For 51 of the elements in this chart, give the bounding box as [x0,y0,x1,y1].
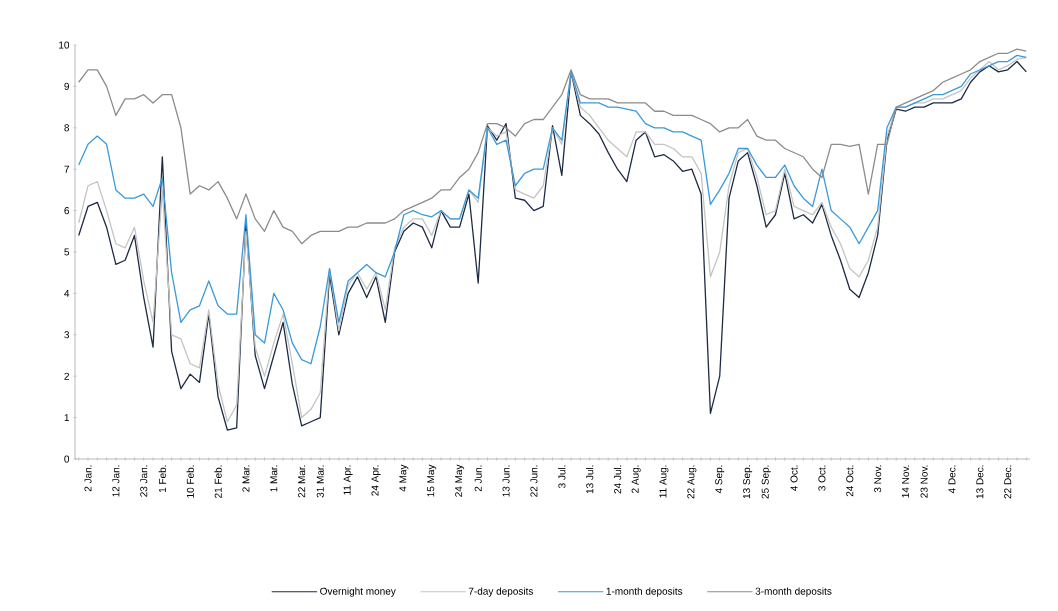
y-tick-label: 2 [64,372,69,380]
x-tick-label: 2 Jun. [474,465,482,492]
x-tick-label: 3 Oct. [818,465,826,491]
x-tick-label: 25 Sep. [761,465,771,499]
x-tick-label: 21 Feb. [214,465,222,498]
legend-label: 1-month deposits [606,587,683,597]
x-tick-label: 13 Dec. [976,465,984,499]
x-tick-label: 11 Apr. [343,465,353,495]
x-tick-label: 10 Feb. [186,465,194,498]
x-tick-label: 13 Jul. [585,465,594,494]
x-tick-label: 4 Oct. [790,465,798,491]
x-tick-label: 1 Feb. [158,465,166,493]
x-tick-label: 24 Oct. [846,465,854,497]
x-tick-label: 3 Jul. [558,465,566,489]
legend-label: Overnight money [320,587,396,597]
x-tick-label: 2 Aug. [631,465,641,493]
y-tick-label: 4 [64,289,70,297]
x-tick-label: 1 Mar. [270,465,278,492]
y-tick-label: 5 [64,248,70,256]
x-tick-label: 24 Apr. [371,465,381,496]
x-tick-label: 15 May [427,464,437,497]
x-tick-label: 24 Jul. [613,465,622,494]
x-tick-label: 22 Jun. [530,465,538,497]
y-tick-label: 8 [64,124,70,132]
y-tick-label: 0 [64,455,70,463]
x-tick-label: 4 Dec. [948,465,956,494]
x-tick-label: 13 Sep. [743,465,753,499]
y-tick-label: 6 [64,207,70,215]
x-tick-label: 3 Nov. [874,465,882,493]
y-tick-label: 7 [64,165,69,173]
x-tick-label: 11 Aug. [659,465,669,498]
x-tick-label: 22 Mar. [298,465,306,498]
x-tick-label: 31 Mar. [316,465,324,498]
y-tick-label: 3 [64,331,70,339]
x-tick-label: 23 Nov. [920,465,928,498]
x-tick-label: 13 Jun. [502,465,510,497]
x-tick-label: 22 Dec. [1004,465,1012,499]
x-tick-label: 4 Sep. [715,465,725,494]
x-tick-label: 24 May [455,464,465,497]
y-tick-label: 1 [64,414,69,422]
x-tick-label: 2 Mar. [242,465,250,492]
legend-label: 3-month deposits [755,587,832,597]
x-tick-label: 14 Nov. [902,465,910,498]
x-tick-label: 22 Aug. [687,465,697,499]
x-tick-label: 23 Jan. [140,465,148,497]
x-tick-label: 12 Jan. [112,465,120,497]
y-tick-label: 10 [59,41,70,49]
legend-label: 7-day deposits [468,587,534,597]
x-tick-label: 2 Jan. [84,465,92,492]
x-tick-label: 4 May [399,464,409,492]
y-tick-label: 9 [64,82,70,90]
